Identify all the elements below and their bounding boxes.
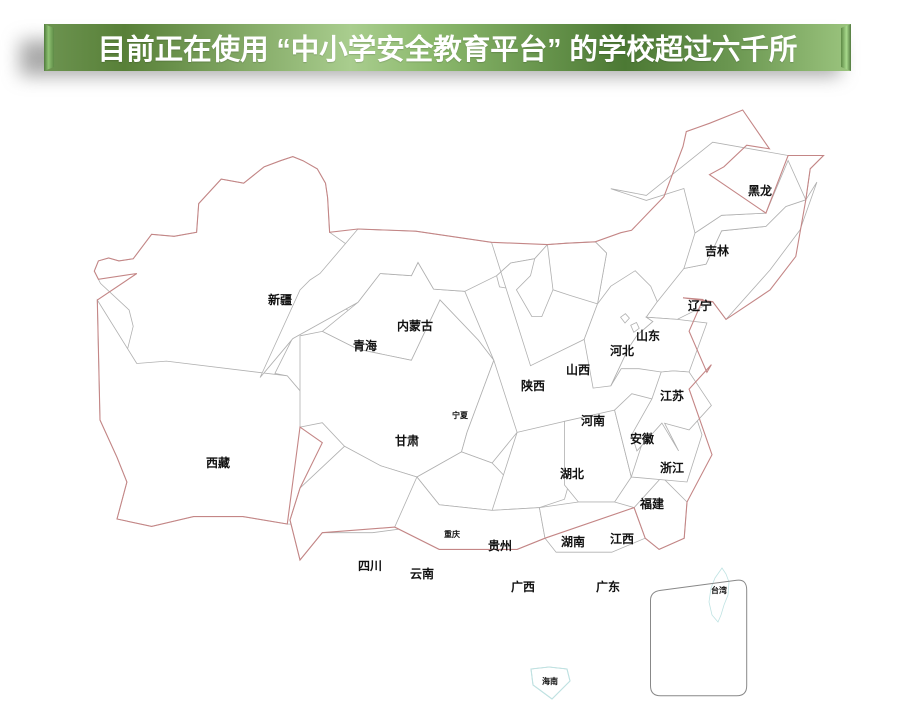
svg-text:河北: 河北 xyxy=(609,343,634,358)
svg-text:湖北: 湖北 xyxy=(560,466,584,481)
svg-text:宁夏: 宁夏 xyxy=(452,410,469,420)
svg-text:江苏: 江苏 xyxy=(660,388,684,403)
svg-text:贵州: 贵州 xyxy=(488,538,512,553)
svg-text:海南: 海南 xyxy=(542,676,558,686)
svg-text:黑龙: 黑龙 xyxy=(748,183,772,198)
svg-text:安徽: 安徽 xyxy=(630,431,655,446)
svg-text:河南: 河南 xyxy=(580,413,605,428)
svg-text:福建: 福建 xyxy=(639,496,665,511)
svg-text:陕西: 陕西 xyxy=(521,378,545,393)
svg-text:山西: 山西 xyxy=(566,362,590,377)
svg-text:山东: 山东 xyxy=(636,328,660,343)
svg-text:西藏: 西藏 xyxy=(206,455,230,470)
svg-text:内蒙古: 内蒙古 xyxy=(397,318,433,333)
svg-text:甘肃: 甘肃 xyxy=(395,433,419,448)
svg-text:新疆: 新疆 xyxy=(268,292,292,307)
svg-text:浙江: 浙江 xyxy=(660,460,684,475)
svg-text:广西: 广西 xyxy=(511,579,535,594)
svg-text:江西: 江西 xyxy=(610,531,634,546)
svg-text:云南: 云南 xyxy=(410,566,434,581)
svg-text:四川: 四川 xyxy=(358,559,382,573)
svg-text:辽宁: 辽宁 xyxy=(688,298,712,313)
svg-text:台湾: 台湾 xyxy=(711,585,727,595)
svg-text:青海: 青海 xyxy=(353,338,377,353)
svg-text:重庆: 重庆 xyxy=(444,529,460,539)
svg-text:吉林: 吉林 xyxy=(705,243,729,258)
svg-text:湖南: 湖南 xyxy=(561,534,585,549)
svg-text:广东: 广东 xyxy=(596,579,620,594)
